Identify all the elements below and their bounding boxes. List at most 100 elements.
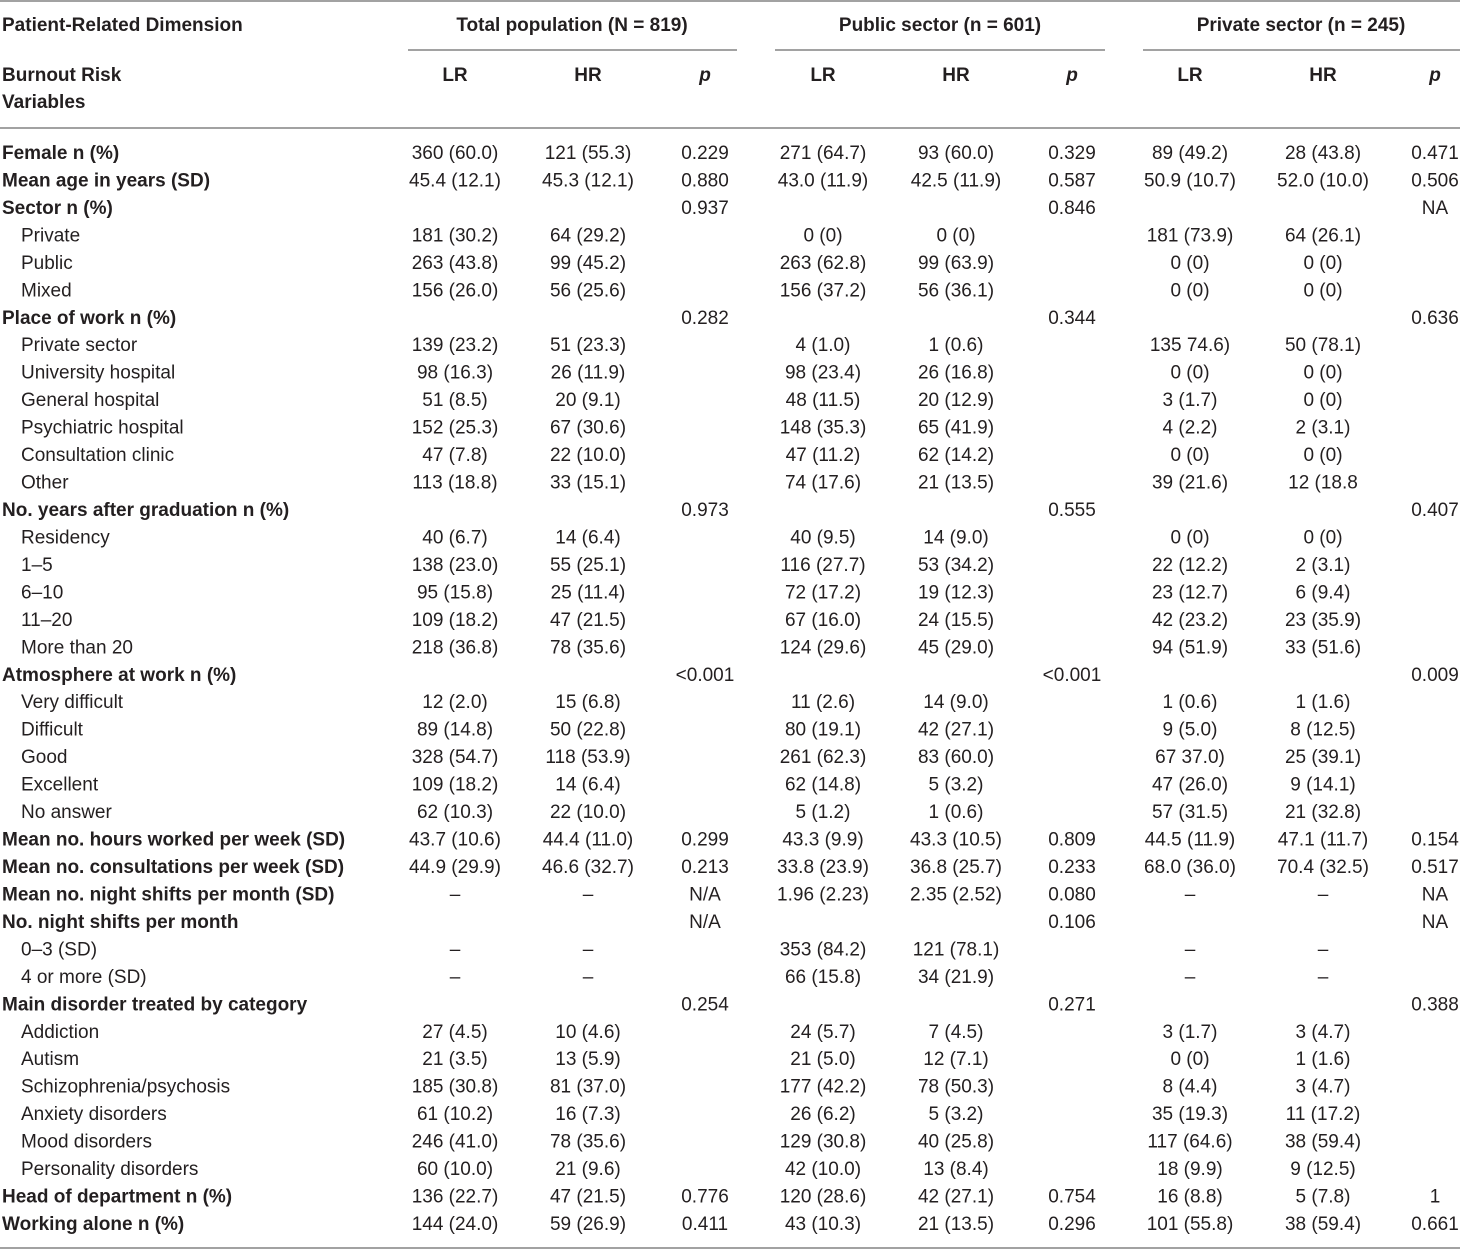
cell: 19 (12.3) <box>918 582 994 603</box>
cell: 0.329 <box>1048 143 1096 164</box>
cell: 152 (25.3) <box>412 418 499 439</box>
cell: 62 (14.8) <box>785 775 861 796</box>
cell: 47 (11.2) <box>786 445 861 466</box>
cell: 22 (12.2) <box>1152 555 1228 576</box>
cell: 21 (13.5) <box>918 473 994 494</box>
cell: – <box>1185 967 1196 988</box>
cell: 8 (4.4) <box>1163 1077 1218 1098</box>
cell: – <box>1185 884 1196 905</box>
cell: 50.9 (10.7) <box>1144 170 1236 191</box>
cell: 121 (55.3) <box>545 143 632 164</box>
cell: 20 (12.9) <box>918 390 994 411</box>
cell: 52.0 (10.0) <box>1277 170 1369 191</box>
cell: 66 (15.8) <box>785 967 861 988</box>
cell: 0 (0) <box>1170 253 1209 274</box>
cell: 42.5 (11.9) <box>911 170 1001 191</box>
cell: 55 (25.1) <box>550 555 626 576</box>
cell: 21 (3.5) <box>422 1049 487 1070</box>
row-label: Addiction <box>21 1022 99 1043</box>
cell: 68.0 (36.0) <box>1144 857 1236 878</box>
cell: 139 (23.2) <box>412 335 499 356</box>
cell: 26 (11.9) <box>551 363 626 384</box>
cell: 0 (0) <box>1170 363 1209 384</box>
row-label: No. years after graduation n (%) <box>2 500 289 521</box>
cell: – <box>450 884 461 905</box>
cell: 0 (0) <box>1170 1049 1209 1070</box>
cell: 1 (1.6) <box>1296 1049 1351 1070</box>
cell: 0.106 <box>1048 912 1096 933</box>
cell: 0.636 <box>1411 308 1459 329</box>
cell: 21 (32.8) <box>1285 802 1361 823</box>
cell: 3 (1.7) <box>1163 390 1218 411</box>
cell: 42 (10.0) <box>785 1159 861 1180</box>
cell: 129 (30.8) <box>780 1132 867 1153</box>
cell: 21 (13.5) <box>918 1214 994 1235</box>
column-header: p <box>1428 65 1441 86</box>
cell: 218 (36.8) <box>412 637 499 658</box>
cell: 4 (2.2) <box>1163 418 1218 439</box>
cell: 109 (18.2) <box>412 610 499 631</box>
cell: 12 (7.1) <box>923 1049 988 1070</box>
row-label: Private sector <box>21 335 138 356</box>
row-label: Female n (%) <box>2 143 119 164</box>
cell: 8 (12.5) <box>1290 720 1355 741</box>
cell: 56 (25.6) <box>550 280 626 301</box>
cell: 353 (84.2) <box>780 939 867 960</box>
cell: 22 (10.0) <box>550 445 626 466</box>
cell: 64 (26.1) <box>1285 225 1361 246</box>
cell: 0.344 <box>1048 308 1096 329</box>
cell: 9 (12.5) <box>1290 1159 1355 1180</box>
cell: 7 (4.5) <box>929 1022 984 1043</box>
cell: 78 (35.6) <box>550 1132 626 1153</box>
cell: 40 (6.7) <box>422 527 487 548</box>
cell: 0.388 <box>1411 994 1459 1015</box>
cell: 44.4 (11.0) <box>543 830 633 851</box>
cell: 0.846 <box>1048 198 1096 219</box>
row-label: Private <box>21 225 80 246</box>
row-label: Mood disorders <box>21 1132 152 1153</box>
cell: 34 (21.9) <box>918 967 994 988</box>
cell: 0 (0) <box>1303 253 1342 274</box>
cell: 16 (8.8) <box>1157 1187 1222 1208</box>
cell: 2 (3.1) <box>1296 555 1351 576</box>
cell: 64 (29.2) <box>550 225 626 246</box>
cell: 27 (4.5) <box>422 1022 487 1043</box>
cell: 0 (0) <box>1303 280 1342 301</box>
cell: 51 (8.5) <box>422 390 487 411</box>
cell: 43.7 (10.6) <box>409 830 501 851</box>
cell: 0.411 <box>682 1214 728 1235</box>
cell: 181 (30.2) <box>412 225 499 246</box>
cell: 6 (9.4) <box>1296 582 1351 603</box>
cell: 18 (9.9) <box>1157 1159 1222 1180</box>
cell: 9 (5.0) <box>1163 720 1218 741</box>
row-label: 1–5 <box>21 555 53 576</box>
cell: 57 (31.5) <box>1152 802 1228 823</box>
row-label: Schizophrenia/psychosis <box>21 1077 230 1098</box>
cell: 124 (29.6) <box>780 637 867 658</box>
cell: 271 (64.7) <box>780 143 867 164</box>
cell: 0.154 <box>1411 830 1459 851</box>
cell: 16 (7.3) <box>555 1104 620 1125</box>
cell: 11 (2.6) <box>791 692 855 713</box>
cell: 42 (23.2) <box>1152 610 1228 631</box>
cell: 0.809 <box>1048 830 1096 851</box>
cell: 13 (8.4) <box>923 1159 988 1180</box>
row-label: Very difficult <box>21 692 124 713</box>
cell: 99 (45.2) <box>550 253 626 274</box>
cell: 1 (0.6) <box>929 335 984 356</box>
cell: 47.1 (11.7) <box>1278 830 1368 851</box>
cell: 0 (0) <box>1170 445 1209 466</box>
cell: 42 (27.1) <box>918 720 994 741</box>
cell: 0.880 <box>681 170 729 191</box>
cell: 0.009 <box>1411 665 1459 686</box>
cell: 120 (28.6) <box>780 1187 867 1208</box>
row-label: 6–10 <box>21 582 63 603</box>
column-header: HR <box>574 65 602 86</box>
row-label: Mean no. consultations per week (SD) <box>2 857 344 878</box>
cell: 43.0 (11.9) <box>778 170 868 191</box>
cell: 50 (78.1) <box>1285 335 1361 356</box>
cell: 246 (41.0) <box>412 1132 499 1153</box>
cell: 0.517 <box>1411 857 1459 878</box>
